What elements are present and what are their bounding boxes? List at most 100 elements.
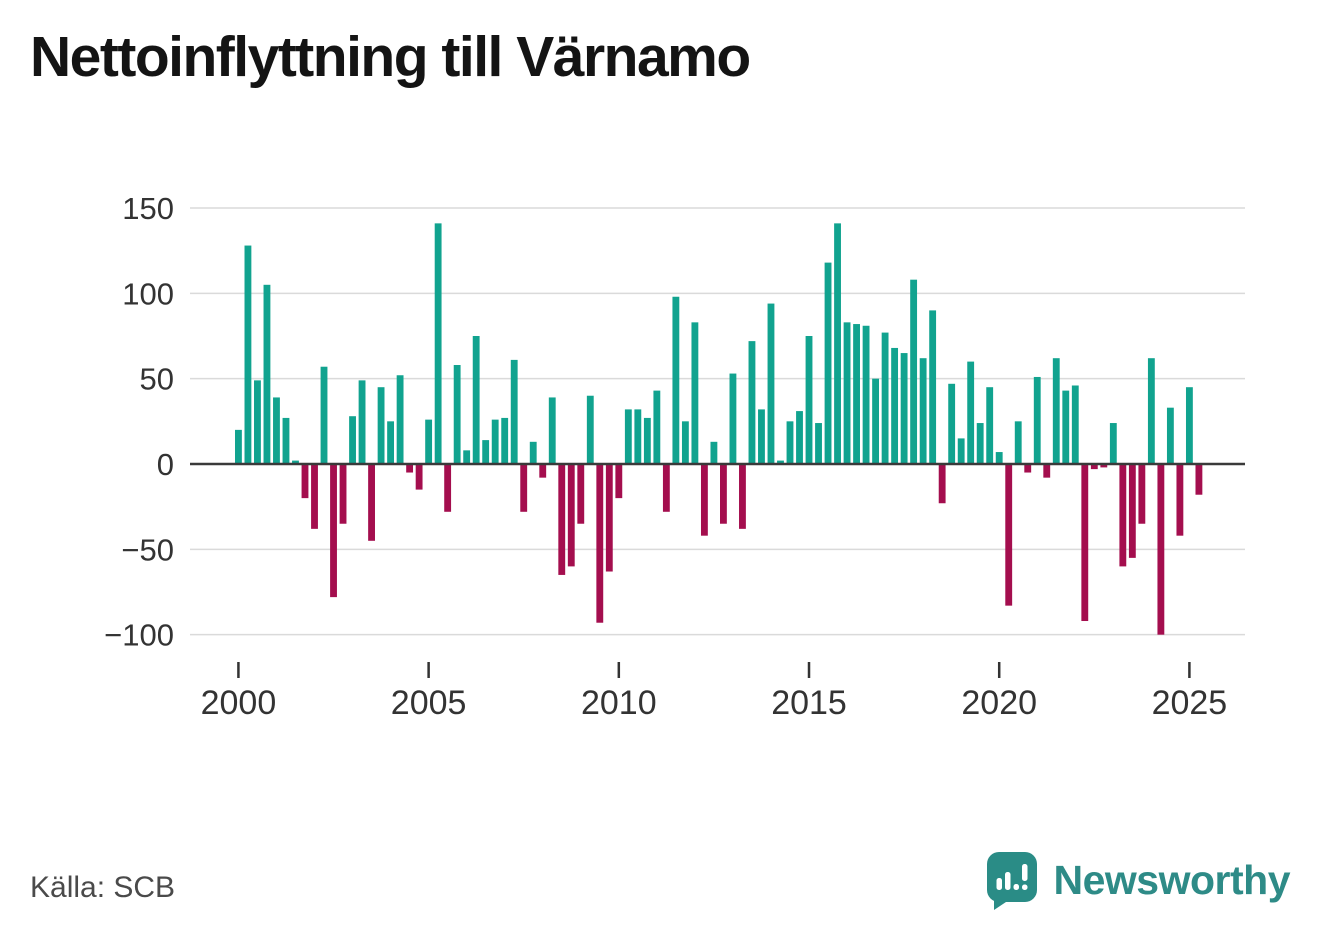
- bar-2016Q2: [853, 324, 860, 464]
- bar-2012Q3: [710, 441, 718, 464]
- bar-2002Q2: [320, 366, 328, 464]
- bar-2018Q3: [938, 464, 946, 504]
- bar-2006Q2: [472, 336, 480, 464]
- bar-2005Q4: [453, 365, 461, 464]
- chart-title: Nettoinflyttning till Värnamo: [30, 25, 751, 89]
- newsworthy-logo-icon: [986, 852, 1037, 910]
- bar-2019Q1: [957, 438, 965, 464]
- bar-2016Q3: [862, 325, 870, 464]
- y-tick-label: 100: [122, 276, 174, 311]
- bar-2010Q4: [643, 417, 651, 464]
- bar-2017Q2: [891, 347, 899, 464]
- bar-2022Q4: [1100, 464, 1108, 468]
- x-tick-label: 2015: [771, 684, 847, 722]
- bar-2001Q3: [292, 460, 299, 464]
- bar-2014Q1: [767, 303, 775, 464]
- bar-2019Q4: [986, 387, 994, 464]
- bar-2007Q2: [510, 359, 518, 464]
- bar-2010Q1: [615, 464, 623, 499]
- bar-2012Q4: [720, 464, 727, 524]
- bar-2017Q1: [881, 332, 889, 464]
- bar-2015Q2: [815, 423, 822, 464]
- newsworthy-brand: Newsworthy: [984, 849, 1290, 911]
- bar-2011Q4: [681, 421, 689, 464]
- bar-2025Q2: [1195, 464, 1203, 495]
- bar-2022Q1: [1071, 385, 1079, 464]
- bar-2008Q3: [558, 464, 566, 575]
- bar-2024Q4: [1176, 464, 1184, 536]
- bar-2012Q2: [700, 464, 708, 536]
- bar-2005Q1: [425, 419, 433, 464]
- bar-2007Q1: [501, 417, 509, 464]
- bar-2010Q3: [634, 409, 642, 464]
- bar-2011Q2: [662, 464, 670, 512]
- bar-2015Q1: [805, 336, 813, 464]
- bar-2008Q4: [567, 464, 575, 567]
- bar-2007Q4: [529, 441, 537, 464]
- bar-2024Q2: [1157, 464, 1165, 635]
- bar-2002Q4: [339, 464, 347, 524]
- bar-2023Q2: [1119, 464, 1127, 567]
- bar-2020Q3: [1014, 421, 1022, 464]
- bar-2024Q1: [1147, 358, 1155, 464]
- bar-2002Q3: [330, 464, 337, 598]
- bar-2022Q3: [1090, 464, 1098, 470]
- y-tick-label: 0: [157, 447, 174, 482]
- x-tick-label: 2000: [201, 684, 277, 722]
- bar-2009Q3: [596, 464, 604, 623]
- bar-2019Q3: [976, 423, 984, 464]
- bar-2016Q4: [872, 378, 880, 464]
- bar-2018Q1: [919, 358, 927, 464]
- bar-2020Q1: [995, 452, 1003, 464]
- bar-2011Q3: [672, 296, 680, 464]
- bar-2010Q2: [624, 409, 632, 464]
- bar-2013Q1: [729, 373, 737, 464]
- bar-2023Q1: [1109, 423, 1117, 464]
- bar-2001Q1: [273, 397, 280, 464]
- bar-2009Q4: [605, 464, 613, 572]
- bar-2004Q4: [415, 464, 423, 490]
- y-tick-label: 50: [140, 362, 174, 397]
- bar-2018Q4: [948, 383, 956, 464]
- bar-2004Q3: [406, 464, 414, 473]
- bar-2021Q3: [1052, 358, 1060, 464]
- bar-2017Q3: [900, 353, 908, 464]
- bar-2007Q3: [520, 464, 528, 512]
- bar-2006Q1: [463, 450, 471, 464]
- bar-2001Q2: [282, 417, 290, 464]
- bar-2014Q3: [786, 421, 794, 464]
- bar-2015Q3: [824, 262, 832, 464]
- bar-2003Q2: [358, 380, 366, 464]
- bar-2003Q4: [377, 387, 385, 464]
- bar-2014Q2: [777, 460, 784, 464]
- bar-2000Q3: [254, 380, 261, 464]
- bar-2013Q4: [758, 409, 765, 464]
- y-tick-label: −50: [121, 532, 174, 567]
- x-tick-label: 2010: [581, 684, 657, 722]
- source-note: Källa: SCB: [30, 871, 176, 904]
- bar-2014Q4: [796, 411, 803, 464]
- bar-2013Q2: [739, 464, 746, 529]
- bar-2000Q1: [235, 429, 242, 464]
- bar-2017Q4: [910, 279, 918, 464]
- x-tick-label: 2025: [1152, 684, 1228, 722]
- bar-2018Q2: [929, 310, 937, 464]
- bar-2005Q3: [444, 464, 452, 512]
- bar-2013Q3: [748, 341, 756, 464]
- bar-2023Q3: [1128, 464, 1136, 558]
- bar-2008Q1: [539, 464, 547, 478]
- bar-2000Q2: [244, 245, 252, 464]
- bar-2005Q2: [434, 223, 442, 464]
- bar-2021Q1: [1033, 376, 1041, 464]
- x-tick-label: 2020: [961, 684, 1037, 722]
- bar-2003Q3: [368, 464, 375, 541]
- bar-2009Q2: [586, 395, 594, 464]
- bar-2012Q1: [691, 322, 699, 464]
- bar-2019Q2: [967, 361, 975, 464]
- y-tick-label: 150: [122, 191, 174, 226]
- bar-2008Q2: [548, 397, 556, 464]
- bar-2025Q1: [1185, 387, 1193, 464]
- bar-2020Q4: [1024, 464, 1032, 473]
